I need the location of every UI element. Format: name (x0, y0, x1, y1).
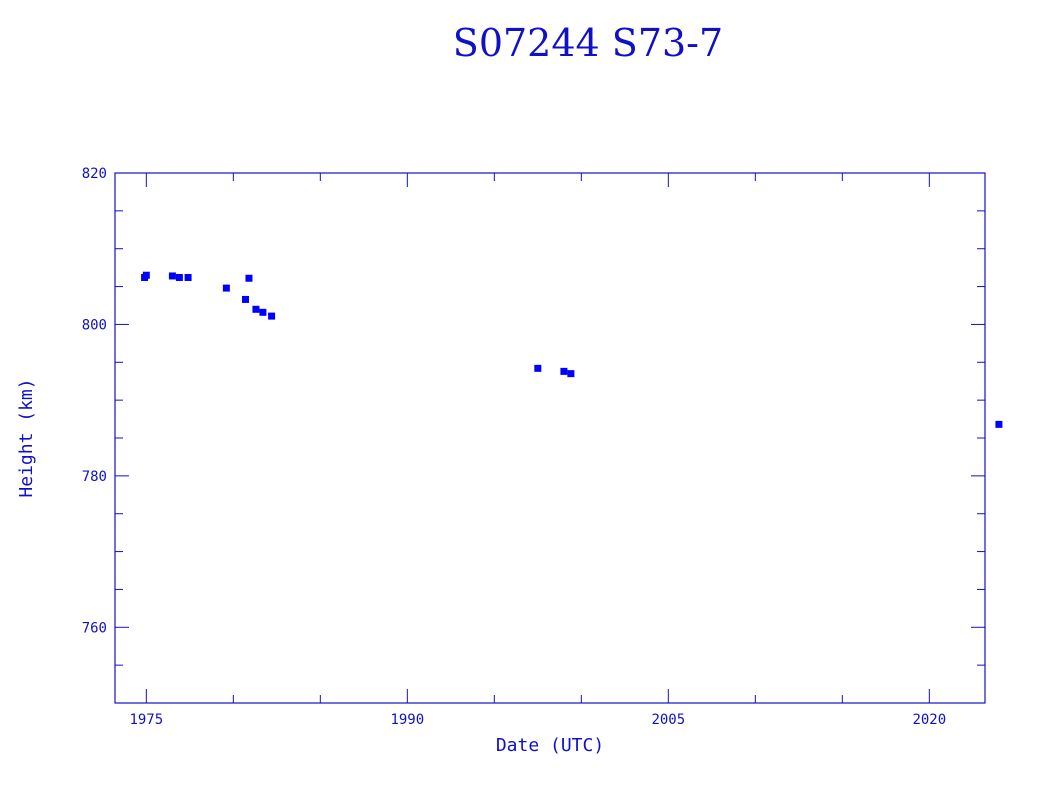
plot-frame (114, 172, 986, 704)
data-point (268, 312, 276, 320)
data-point (252, 305, 260, 313)
data-point (175, 273, 183, 281)
y-tick-label: 800 (82, 317, 107, 333)
data-points (141, 271, 1003, 428)
x-axis-label: Date (UTC) (496, 735, 604, 756)
data-point (567, 370, 575, 378)
x-tick-label: 2005 (651, 712, 685, 728)
data-point (168, 272, 176, 280)
data-point (560, 367, 568, 375)
y-tick-label: 780 (82, 469, 107, 485)
x-tick-label: 2020 (912, 712, 946, 728)
y-tick-label: 760 (82, 620, 107, 636)
data-point (222, 284, 230, 292)
y-tick-label: 820 (82, 166, 107, 182)
tick-labels: 1975 1990 2005 2020 760 780 800 820 (82, 166, 946, 728)
data-point (245, 274, 253, 282)
data-point (142, 271, 150, 279)
chart-title: S07244 S73-7 (453, 21, 723, 65)
x-tick-label: 1975 (129, 712, 163, 728)
data-point (534, 364, 542, 372)
y-axis-label: Height (km) (16, 378, 37, 497)
data-point (184, 273, 192, 281)
axis-ticks (115, 172, 985, 704)
data-point (242, 295, 249, 303)
x-tick-label: 1990 (390, 712, 424, 728)
data-point (995, 420, 1003, 428)
data-point (259, 308, 267, 316)
